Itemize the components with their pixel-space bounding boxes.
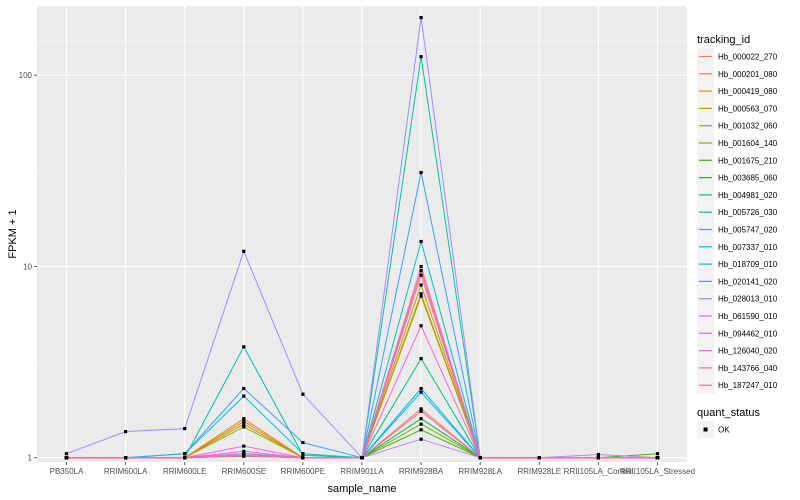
legend-label: Hb_004981_020 (718, 191, 778, 200)
legend-label: Hb_001604_140 (718, 139, 778, 148)
grid (37, 6, 687, 462)
series-point (360, 456, 364, 460)
x-tick-label: RRIM901LA (340, 467, 384, 476)
series-points (64, 16, 660, 460)
legend-label: Hb_001032_060 (718, 122, 778, 131)
y-tick-label: 1 (28, 454, 33, 463)
series-point (537, 456, 541, 460)
series-point (301, 452, 305, 456)
series-point (419, 170, 423, 175)
legend-label: Hb_126040_020 (718, 347, 778, 356)
legend-label: Hb_001675_210 (718, 156, 778, 165)
legend-label: Hb_187247_010 (718, 381, 778, 390)
series-point (419, 283, 423, 287)
legend-key-ok-marker (703, 427, 708, 432)
series-point (419, 239, 423, 244)
x-tick-label: RRII105LA_Control (564, 467, 634, 476)
series-point (242, 454, 246, 458)
y-axis-ticks: 1 10 100 (19, 71, 37, 463)
legend-label: Hb_000022_270 (718, 53, 778, 62)
series-point (301, 392, 305, 396)
series-point (419, 422, 423, 426)
legend-label: Hb_000563_070 (718, 104, 778, 113)
x-tick-label: RRIM600SE (222, 467, 266, 476)
series-point (419, 357, 423, 361)
series-point (655, 452, 660, 456)
x-tick-label: RRIM600LA (104, 467, 148, 476)
series-point (242, 425, 246, 429)
series-point (419, 264, 423, 269)
series-point (419, 409, 423, 413)
series-point (183, 452, 187, 456)
legend-items: Hb_000022_270 Hb_000201_080 Hb_000419_080 H… (697, 48, 778, 394)
series-point (242, 419, 246, 423)
series-point (419, 417, 423, 421)
series-point (419, 407, 423, 411)
legend-title-tracking-id: tracking_id (697, 34, 750, 46)
legend-label: Hb_005726_030 (718, 208, 778, 217)
series-point (242, 449, 246, 453)
series-point (419, 324, 423, 328)
legend-label: Hb_094462_010 (718, 329, 778, 338)
series-point (419, 273, 423, 277)
legend-label: Hb_143766_040 (718, 364, 778, 373)
x-tick-label: RRIM928LE (517, 467, 561, 476)
series-point (242, 249, 246, 253)
legend-label: Hb_003685_060 (718, 174, 778, 183)
x-tick-label: RRIM928LA (458, 467, 502, 476)
series-point (419, 390, 423, 394)
series-point (419, 16, 423, 20)
series-point (242, 345, 246, 349)
series-point (242, 452, 246, 456)
x-tick-label: PB350LA (50, 467, 84, 476)
y-tick-label: 100 (19, 71, 33, 80)
legend-label: Hb_005747_020 (718, 226, 778, 235)
series-point (596, 456, 600, 460)
series-point (419, 294, 423, 298)
y-tick-label: 10 (23, 262, 32, 271)
series-point (183, 427, 187, 431)
series-point (419, 437, 423, 441)
x-tick-label: RRIM928BA (399, 467, 444, 476)
legend-label: Hb_028013_010 (718, 295, 778, 304)
series-point (64, 452, 69, 456)
series-point (301, 456, 305, 460)
series-point (124, 430, 128, 434)
series-point (419, 428, 423, 432)
x-tick-label: RRIM600LE (163, 467, 207, 476)
legend-label: Hb_020141_020 (718, 277, 778, 286)
y-axis-title: FPKM + 1 (7, 209, 19, 258)
series-point (419, 269, 423, 273)
x-tick-label: RRIM600PE (281, 467, 325, 476)
legend-label: Hb_061590_010 (718, 312, 778, 321)
series-point (596, 452, 600, 457)
series-point (478, 456, 482, 460)
series-point (183, 456, 187, 460)
series-point (242, 422, 246, 426)
series-point (242, 444, 246, 448)
x-tick-label: RRII105LA_Stressed (620, 467, 695, 476)
series-point (242, 394, 246, 398)
legend-label: Hb_007337_010 (718, 243, 778, 252)
legend: tracking_id Hb_000022_270Hb_000201_080Hb… (697, 34, 778, 438)
series-point (242, 386, 246, 391)
x-axis-ticks: PB350LA RRIM600LA RRIM600LE RRIM600SE RRIM60… (50, 462, 695, 476)
legend-title-quant-status: quant_status (697, 407, 760, 419)
legend-label-ok: OK (718, 426, 730, 435)
series-point (419, 292, 423, 296)
x-axis-title: sample_name (327, 483, 396, 495)
legend-label: Hb_018709_010 (718, 260, 778, 269)
series-point (419, 386, 423, 391)
series-point (301, 441, 305, 445)
legend-label: Hb_000201_080 (718, 70, 778, 79)
series-point (124, 456, 128, 460)
series-point (419, 55, 423, 59)
series-point (655, 456, 660, 460)
series-point (64, 456, 69, 460)
legend-label: Hb_000419_080 (718, 87, 778, 96)
series-point (242, 417, 246, 421)
